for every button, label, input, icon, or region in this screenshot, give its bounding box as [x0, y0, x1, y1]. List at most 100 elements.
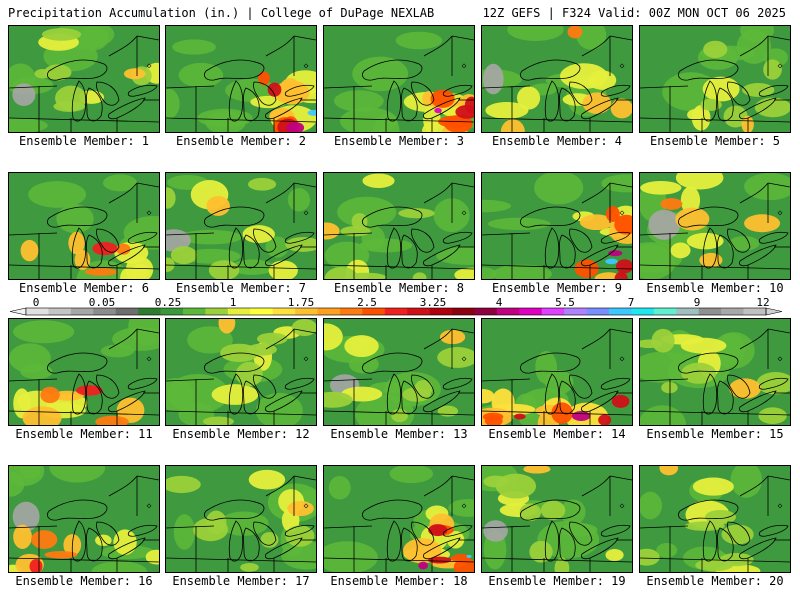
- precip-contour: [12, 501, 40, 532]
- colorbar-outline: [25, 307, 767, 316]
- colorbar-tick-label: 9: [694, 296, 701, 309]
- ensemble-member-label: Ensemble Member: 17: [172, 574, 310, 588]
- ensemble-member-label: Ensemble Member: 2: [175, 134, 307, 148]
- precip-contour: [730, 466, 763, 498]
- colorbar-swatch: [93, 308, 116, 315]
- precip-map: ◇: [9, 173, 159, 279]
- precip-contour: [516, 86, 541, 110]
- colorbar-swatch: [474, 308, 498, 315]
- precip-map: ◇: [640, 319, 790, 425]
- ensemble-map-panel[interactable]: ◇: [8, 25, 160, 133]
- precip-contour: [395, 31, 443, 50]
- colorbar-swatch: [407, 308, 430, 315]
- basemap-outlines: [482, 35, 632, 132]
- precip-contour: [49, 466, 106, 483]
- precip-contour: [670, 242, 691, 259]
- ensemble-map-panel[interactable]: ◇: [165, 318, 317, 426]
- precip-contour: [579, 214, 614, 231]
- precip-map: ◇: [482, 466, 632, 572]
- precip-contour: [703, 40, 728, 59]
- ensemble-map-panel[interactable]: ◇: [481, 318, 633, 426]
- precip-contour: [513, 413, 526, 420]
- basemap-outlines: [166, 475, 316, 572]
- ensemble-map-panel[interactable]: ◇: [165, 25, 317, 133]
- colorbar-swatch: [160, 308, 184, 315]
- precip-contour: [437, 347, 474, 368]
- precip-contour: [640, 405, 687, 425]
- precip-contour: [123, 215, 159, 250]
- basemap-outlines: [9, 182, 159, 279]
- precip-contour: [203, 416, 234, 425]
- precip-contour: [208, 260, 240, 279]
- ensemble-map-panel[interactable]: ◇: [165, 465, 317, 573]
- colorbar-swatch: [384, 308, 408, 315]
- colorbar-tick-label: 3.25: [420, 296, 447, 309]
- precip-contour: [116, 243, 131, 255]
- precip-contour: [173, 514, 196, 550]
- basemap-outlines: [640, 182, 790, 279]
- precip-map: ◇: [166, 319, 316, 425]
- basemap-outlines: [166, 182, 316, 279]
- precip-contour: [20, 364, 53, 380]
- precip-contour: [605, 548, 624, 561]
- precip-contour: [616, 259, 632, 274]
- colorbar-swatch: [496, 308, 520, 315]
- ensemble-map-panel[interactable]: ◇: [639, 465, 791, 573]
- precip-contour: [197, 108, 253, 128]
- ensemble-map-panel[interactable]: ◇: [8, 172, 160, 280]
- ensemble-member-label: Ensemble Member: 4: [491, 134, 623, 148]
- precip-contour: [31, 530, 58, 549]
- colorbar-swatch: [138, 308, 161, 315]
- precip-contour: [758, 407, 787, 425]
- colorbar-tick-label: 0.05: [89, 296, 116, 309]
- ensemble-map-panel[interactable]: ◇: [323, 318, 475, 426]
- precip-contour: [434, 107, 442, 114]
- ensemble-member-label: Ensemble Member: 8: [333, 281, 465, 295]
- chart-title: Precipitation Accumulation (in.) | Colle…: [8, 6, 435, 20]
- precip-contour: [680, 186, 701, 215]
- precip-contour: [576, 26, 607, 50]
- ensemble-map-panel[interactable]: ◇: [481, 25, 633, 133]
- ensemble-map-panel[interactable]: ◇: [165, 172, 317, 280]
- colorbar-tick-label: 1: [230, 296, 237, 309]
- ensemble-map-panel[interactable]: ◇: [323, 172, 475, 280]
- ensemble-map-panel[interactable]: ◇: [639, 172, 791, 280]
- ensemble-map-panel[interactable]: ◇: [639, 25, 791, 133]
- city-marker-icon: ◇: [620, 61, 625, 70]
- ensemble-map-panel[interactable]: ◇: [323, 465, 475, 573]
- ensemble-map-panel[interactable]: ◇: [481, 465, 633, 573]
- basemap-outlines: [324, 182, 474, 279]
- ensemble-map-panel[interactable]: ◇: [481, 172, 633, 280]
- ensemble-map-panel[interactable]: ◇: [639, 318, 791, 426]
- precip-contour: [328, 476, 351, 500]
- precip-map: ◇: [9, 26, 159, 132]
- city-marker-icon: ◇: [778, 354, 783, 363]
- precip-contour: [166, 88, 180, 120]
- precip-contour: [362, 173, 395, 189]
- precip-contour: [571, 411, 591, 421]
- precip-contour: [389, 466, 434, 484]
- precip-contour: [334, 90, 384, 112]
- precip-contour: [324, 541, 378, 572]
- precip-map: ◇: [9, 466, 159, 572]
- precip-contour: [307, 109, 316, 116]
- colorbar-tick-label: 1.75: [288, 296, 315, 309]
- precip-contour: [418, 561, 428, 570]
- city-marker-icon: ◇: [778, 501, 783, 510]
- ensemble-map-panel[interactable]: ◇: [323, 25, 475, 133]
- colorbar-swatch: [48, 308, 72, 315]
- precip-map: ◇: [9, 319, 159, 425]
- precip-contour: [428, 556, 452, 564]
- precip-contour: [507, 26, 564, 42]
- precip-contour: [728, 236, 760, 251]
- ensemble-map-panel[interactable]: ◇: [8, 465, 160, 573]
- precip-contour: [13, 524, 32, 549]
- precip-contour: [193, 517, 229, 542]
- precip-contour: [482, 389, 495, 404]
- precip-contour: [403, 538, 442, 564]
- ensemble-map-panel[interactable]: ◇: [8, 318, 160, 426]
- colorbar-swatch: [519, 308, 543, 315]
- precip-contour: [659, 466, 679, 476]
- colorbar-min-arrow: [9, 307, 27, 316]
- precip-contour: [540, 500, 566, 520]
